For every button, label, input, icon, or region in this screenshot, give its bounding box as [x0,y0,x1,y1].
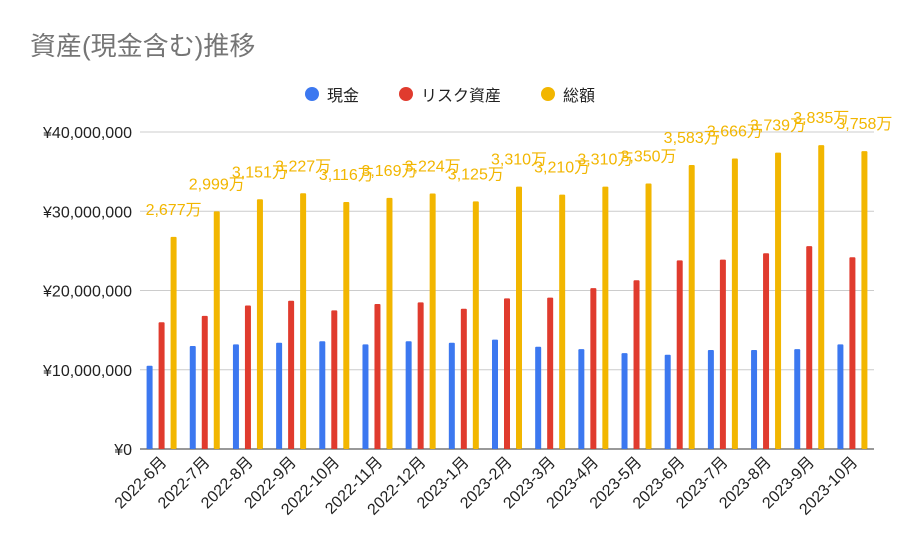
bar-total [516,186,522,449]
bar-cash [837,344,844,449]
bar-risk-assets [158,322,165,449]
bar-total [688,165,695,450]
bar-total [775,152,782,449]
legend-swatch-cash [304,87,319,101]
bar-risk-assets [633,280,640,449]
data-label-total: 3,350万 [621,149,677,166]
bar-risk-assets [374,303,381,449]
bar-risk-assets [590,288,597,449]
bar-cash [362,344,369,449]
y-tick-label: ¥30,000,000 [42,204,132,221]
bar-total [256,199,263,449]
bar-risk-assets [849,257,856,449]
bar-cash [492,339,498,449]
data-label-total: 3,169万 [361,163,417,180]
data-label-total: 3,116万 [319,167,374,184]
data-label-total: 3,758万 [836,116,892,133]
data-label-total: 3,310万 [491,152,547,169]
bar-risk-assets [331,310,338,449]
data-label-total: 3,227万 [275,158,331,175]
data-label-total: 3,583万 [664,130,720,147]
bar-cash [232,344,239,449]
data-label-total: 2,999万 [189,176,245,193]
y-tick-label: ¥10,000,000 [42,363,132,380]
bar-risk-assets [244,305,251,449]
data-label-total: 3,125万 [448,166,504,183]
bar-cash [405,341,412,449]
data-label-total: 2,677万 [146,202,202,219]
bar-cash [448,342,455,449]
bar-risk-assets [806,246,813,449]
bar-risk-assets [676,260,683,449]
bar-cash [319,341,326,449]
bar-cash [189,345,196,449]
bar-cash [535,346,542,449]
legend-swatch-total [541,87,555,101]
legend-item-total: 総額 [541,82,595,106]
legend: 現金 リスク資産 総額 [0,82,900,106]
data-label-total: 3,666万 [707,123,763,140]
legend-label-risk-assets: リスク資産 [420,88,501,105]
bar-risk-assets [417,302,424,449]
bar-risk-assets [504,298,510,449]
bar-cash [621,353,628,449]
legend-label-total: 総額 [563,88,596,105]
bar-risk-assets [201,315,208,449]
bar-total [731,158,738,450]
data-label-total: 3,739万 [750,118,806,135]
chart-title: 資産(現金含む)推移 [30,31,256,61]
bar-risk-assets [547,297,554,449]
legend-label-cash: 現金 [326,88,359,105]
data-label-total: 3,151万 [232,164,288,181]
bar-total [645,183,652,449]
bar-total [429,193,436,449]
bar-total [602,186,609,449]
data-label-total: 3,210万 [534,160,590,177]
bar-risk-assets [763,253,770,449]
bar-cash [751,349,758,449]
bar-total [343,202,350,449]
bar-risk-assets [288,300,295,449]
data-label-total: 3,224万 [405,158,461,175]
bar-risk-assets [460,308,467,449]
data-label-total: 3,310万 [577,152,633,169]
bar-total [170,236,177,449]
bar-total [818,145,825,450]
bar-cash [146,365,153,449]
bar-total [559,194,566,449]
bar-cash [794,349,801,449]
bar-total [386,197,393,449]
bar-cash [707,349,714,449]
y-tick-label: ¥0 [113,442,132,459]
bar-total [213,211,220,449]
y-tick-label: ¥20,000,000 [42,284,132,301]
legend-item-risk-assets: リスク資産 [398,82,501,106]
bar-cash [578,349,585,449]
legend-item-cash: 現金 [304,82,359,106]
bar-total [472,201,479,449]
bar-total [861,151,868,449]
data-label-total: 3,835万 [793,110,849,127]
bar-risk-assets [719,259,726,449]
y-tick-label: ¥40,000,000 [42,125,132,142]
bar-cash [664,354,671,449]
bar-total [300,193,307,449]
legend-swatch-risk-assets [398,87,413,101]
bar-cash [276,342,283,449]
